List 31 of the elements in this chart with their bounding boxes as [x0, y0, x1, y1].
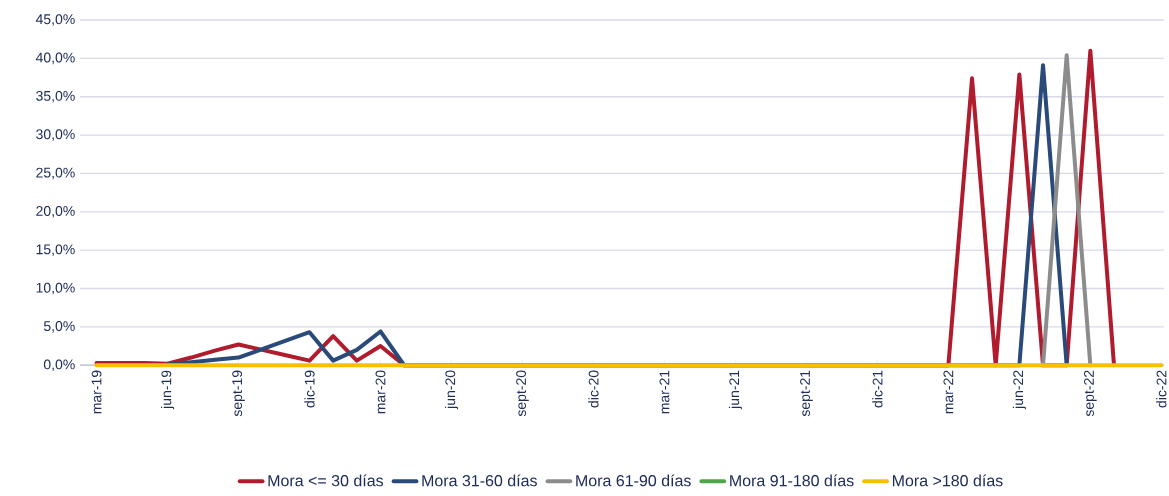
- y-tick-label: 45,0%: [35, 14, 75, 26]
- x-tick-label: sept-21: [800, 370, 813, 417]
- legend-label: Mora 91-180 días: [730, 474, 854, 487]
- x-tick-label: jun-19: [161, 370, 175, 410]
- x-tick-label: mar-19: [91, 370, 102, 414]
- x-tick-label: mar-21: [659, 370, 670, 414]
- y-tick-label: 40,0%: [35, 52, 75, 65]
- y-tick-label: 5,0%: [43, 321, 75, 333]
- x-tick-label: jun-21: [728, 370, 742, 410]
- x-tick-label: dic-22: [1156, 370, 1167, 408]
- x-tick-label: sept-19: [232, 370, 245, 417]
- x-tick-label: jun-20: [444, 370, 458, 410]
- legend-label: Mora 61-90 días: [576, 474, 691, 487]
- y-tick-label: 15,0%: [36, 244, 75, 256]
- x-tick-label: jun-22: [1012, 370, 1026, 410]
- x-tick-label: sept-22: [1084, 370, 1097, 417]
- y-tick-label: 25,0%: [36, 167, 75, 180]
- x-tick-label: mar-22: [943, 370, 954, 414]
- y-tick-label: 10,0%: [36, 282, 75, 295]
- y-tick-label: 20,0%: [36, 206, 75, 218]
- x-tick-label: dic-19: [304, 370, 315, 408]
- legend-label: Mora >180 días: [892, 474, 1003, 487]
- x-tick-label: sept-20: [516, 370, 529, 417]
- x-tick-label: dic-20: [588, 370, 599, 408]
- x-tick-label: mar-20: [375, 370, 386, 414]
- legend-label: Mora 31-60 días: [422, 474, 537, 487]
- y-tick-label: 30,0%: [36, 129, 75, 141]
- x-tick-label: dic-21: [872, 370, 883, 408]
- y-tick-label: 0,0%: [43, 359, 75, 372]
- legend-label: Mora <= 30 días: [268, 474, 384, 487]
- y-tick-label: 35,0%: [36, 91, 75, 103]
